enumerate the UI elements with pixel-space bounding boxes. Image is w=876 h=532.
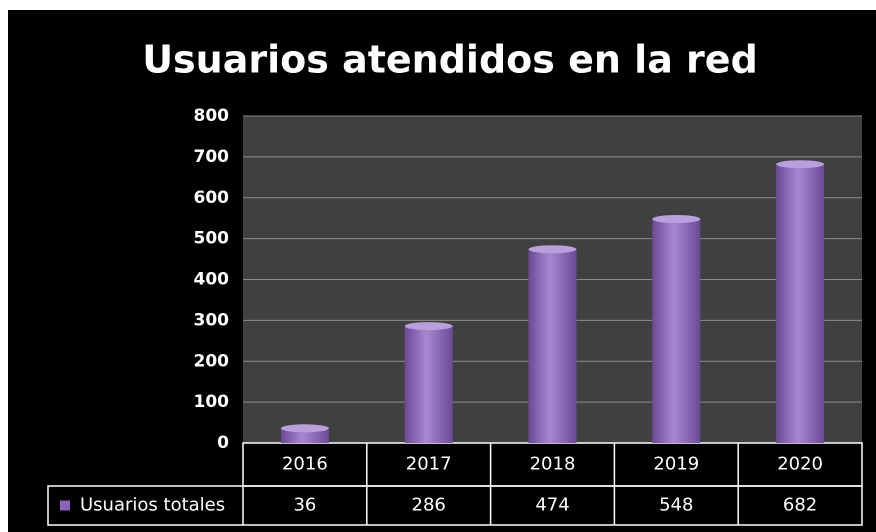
x-tick-label: 2016	[282, 454, 328, 475]
bar-top	[280, 424, 329, 433]
x-tick-label: 2019	[653, 454, 699, 475]
chart-title: Usuarios atendidos en la red	[142, 38, 758, 82]
table-value: 286	[412, 495, 446, 516]
bar-top	[404, 322, 453, 331]
y-tick-label: 0	[217, 433, 229, 453]
table-value: 474	[535, 495, 569, 516]
bar-top	[652, 215, 701, 224]
y-tick-label: 300	[194, 310, 230, 330]
y-tick-label: 200	[194, 351, 230, 371]
y-tick-label: 600	[194, 188, 230, 208]
table-value: 36	[293, 495, 316, 516]
x-tick-label: 2018	[530, 454, 576, 475]
x-tick-label: 2020	[777, 454, 823, 475]
y-tick-label: 100	[194, 392, 230, 412]
table-value: 682	[783, 495, 817, 516]
y-tick-label: 700	[194, 147, 230, 167]
bar-top	[776, 160, 825, 169]
x-tick-label: 2017	[406, 454, 452, 475]
legend-key	[60, 500, 70, 511]
y-tick-label: 400	[194, 270, 230, 290]
bar	[652, 219, 701, 443]
bar	[280, 428, 329, 443]
y-tick-label: 500	[194, 229, 230, 249]
table-value: 548	[659, 495, 693, 516]
y-tick-label: 800	[194, 106, 230, 126]
bar-top	[528, 245, 577, 254]
table-frame	[47, 485, 863, 526]
legend-label: Usuarios totales	[80, 495, 225, 516]
bar	[528, 249, 577, 443]
bar	[404, 326, 453, 443]
bar	[776, 164, 825, 444]
